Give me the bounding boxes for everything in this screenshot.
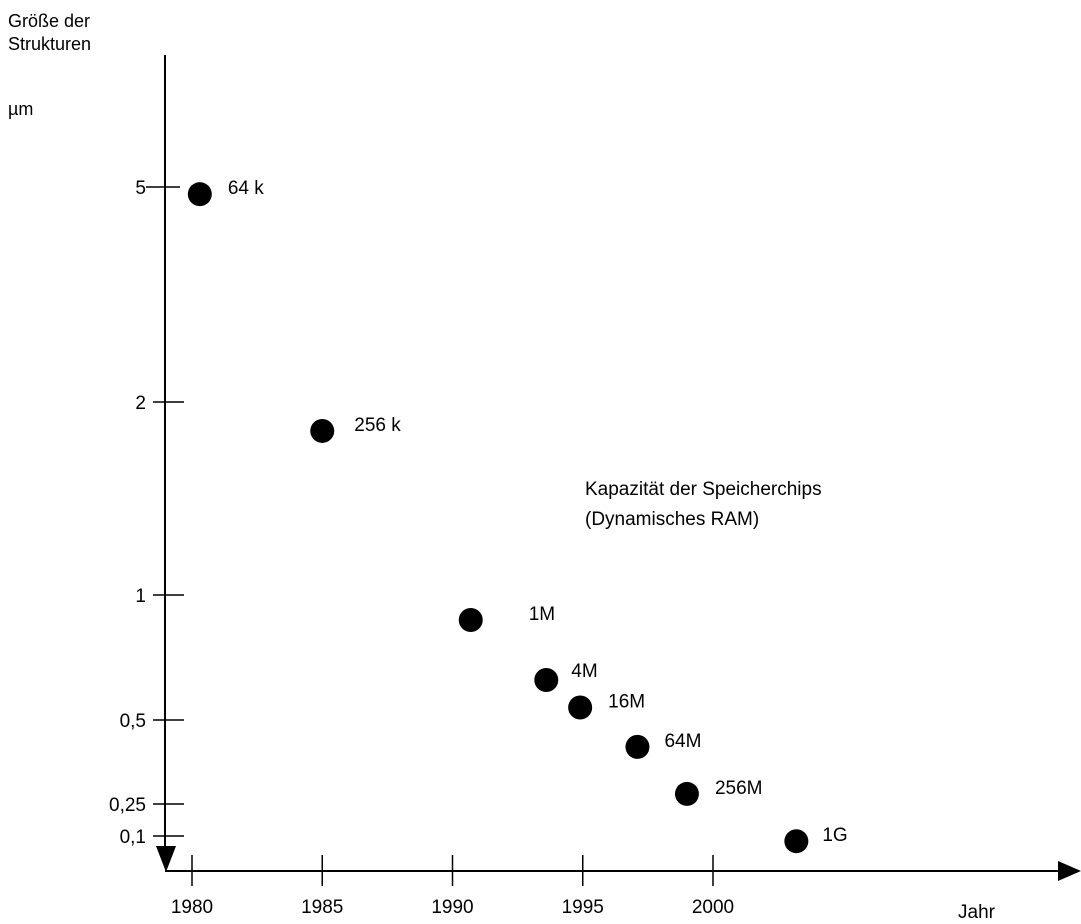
annotation-line1: Kapazität der Speicherchips xyxy=(585,479,822,500)
data-point xyxy=(784,829,809,854)
y-tick-label: 0,25 xyxy=(109,795,146,816)
data-point-label: 1M xyxy=(529,604,555,625)
x-tick-label: 1995 xyxy=(562,897,604,918)
data-point-label: 256 k xyxy=(354,415,401,436)
data-point xyxy=(625,734,650,759)
data-point xyxy=(568,695,593,720)
x-tick-label: 1990 xyxy=(431,897,473,918)
data-point-label: 256M xyxy=(715,778,763,799)
y-tick-label: 5 xyxy=(135,178,146,199)
x-axis-title: Jahr xyxy=(958,902,996,923)
data-point-label: 16M xyxy=(608,692,645,713)
x-tick-label: 1985 xyxy=(301,897,343,918)
data-point-label: 1G xyxy=(822,825,847,846)
x-ticks: 1980 1985 1990 1995 2000 xyxy=(171,855,734,918)
data-point-label: 4M xyxy=(571,661,597,682)
axes xyxy=(156,55,1081,881)
y-axis-arrow xyxy=(156,846,176,872)
data-point-label: 64 k xyxy=(228,178,264,199)
data-point xyxy=(187,182,212,207)
x-tick-label: 2000 xyxy=(692,897,734,918)
data-points: 64 k 256 k 1M 4M 16M 64M 256M 1G xyxy=(187,178,848,854)
data-point-label: 64M xyxy=(664,731,701,752)
data-point xyxy=(534,668,559,692)
y-axis-unit: µm xyxy=(8,99,34,119)
x-tick-label: 1980 xyxy=(171,897,213,918)
x-axis-arrow xyxy=(1058,861,1081,881)
data-point xyxy=(310,418,335,443)
y-tick-label: 2 xyxy=(135,393,146,414)
y-tick-label: 0,1 xyxy=(120,827,146,848)
annotation-line2: (Dynamisches RAM) xyxy=(585,509,759,530)
y-axis-title-line1: Größe der xyxy=(8,11,91,31)
y-axis-title-line2: Strukturen xyxy=(8,34,92,54)
data-point xyxy=(458,608,483,632)
data-point xyxy=(674,781,699,806)
y-ticks: 5 2 1 0,5 0,25 0,1 xyxy=(109,178,184,848)
y-tick-label: 1 xyxy=(135,586,146,607)
y-tick-label: 0,5 xyxy=(120,711,146,732)
